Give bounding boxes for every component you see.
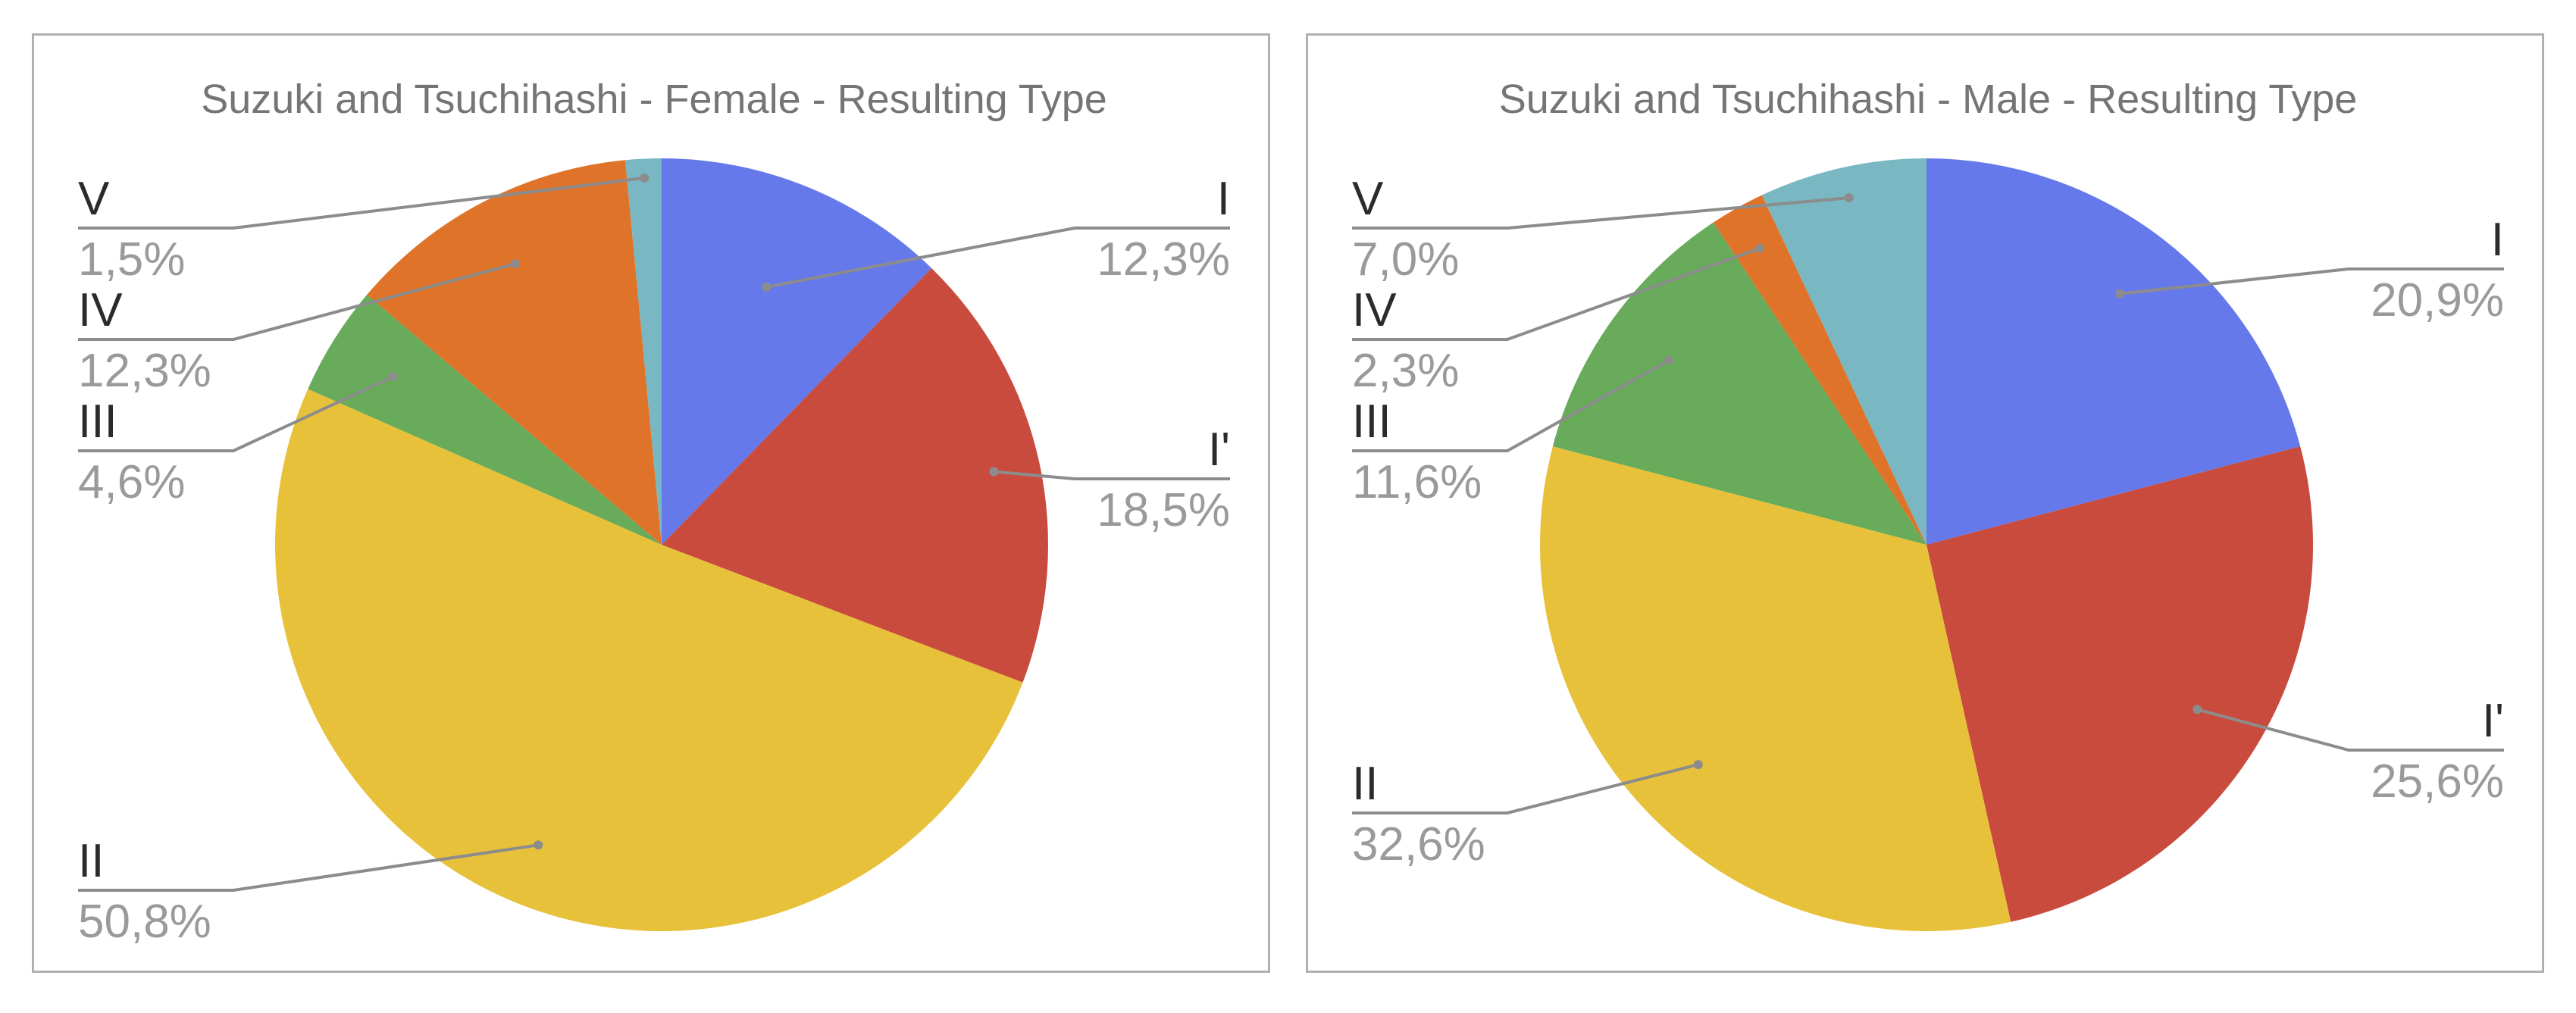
value-label-iv: 2,3% — [1352, 345, 1459, 397]
chart-title: Suzuki and Tsuchihashi - Male - Resultin… — [1499, 77, 2358, 122]
leader-dot-v — [1844, 193, 1854, 203]
label-i-prime: I' — [2482, 695, 2504, 747]
value-label-i: 20,9% — [2371, 274, 2504, 327]
leader-line-ii — [1352, 763, 1699, 814]
value-label-i: 12,3% — [1097, 233, 1230, 286]
pie-labels: I 12,3% I' 18,5% II 50,8% III 4,6% IV 12,3% V 1,5% — [78, 173, 1230, 948]
leader-dot-i-prime — [989, 467, 999, 477]
label-v: V — [1352, 173, 1384, 225]
slice-iii — [308, 295, 662, 545]
leader-line-iii — [1352, 358, 1670, 452]
slice-i-prime — [662, 267, 1049, 683]
value-label-v: 1,5% — [78, 233, 185, 286]
slice-v — [625, 158, 662, 545]
leader-line-i — [766, 227, 1230, 289]
value-label-iii: 4,6% — [78, 456, 185, 508]
slice-i-prime — [1927, 446, 2313, 922]
leader-dot-ii — [534, 840, 543, 850]
label-v: V — [78, 173, 110, 225]
label-ii: II — [1352, 758, 1378, 810]
value-label-iv: 12,3% — [78, 345, 211, 397]
chart-title: Suzuki and Tsuchihashi - Female - Result… — [201, 77, 1107, 122]
leader-dot-iv — [510, 259, 520, 269]
value-label-ii: 32,6% — [1352, 818, 1485, 871]
leader-dot-iii — [388, 372, 398, 382]
label-iii: III — [1352, 396, 1391, 448]
pie-slices — [1540, 158, 2313, 931]
slice-ii — [1540, 446, 2011, 931]
slice-iv — [367, 160, 662, 545]
label-iii: III — [78, 396, 117, 448]
leader-line-iv — [78, 262, 516, 341]
leader-line-v — [1352, 196, 1849, 230]
value-label-iii: 11,6% — [1352, 456, 1482, 508]
value-label-ii: 50,8% — [78, 896, 211, 948]
leader-dot-v — [640, 174, 649, 183]
pie-labels: I 20,9% I' 25,6% II 32,6% III 11,6% IV 2,3% V 7,0% — [1352, 173, 2504, 871]
value-label-i-prime: 18,5% — [1097, 484, 1230, 536]
label-i-prime: I' — [1208, 424, 1230, 476]
female-pie-chart-panel: Suzuki and Tsuchihashi - Female - Result… — [32, 33, 1270, 973]
leader-dot-iii — [1664, 355, 1674, 365]
label-iv: IV — [1352, 284, 1397, 336]
label-iv: IV — [78, 284, 123, 336]
male-pie-chart-panel: Suzuki and Tsuchihashi - Male - Resultin… — [1306, 33, 2544, 973]
value-label-v: 7,0% — [1352, 233, 1459, 286]
leader-dot-i-prime — [2193, 705, 2202, 714]
slice-iii — [1552, 222, 1927, 545]
leader-line-iv — [1352, 246, 1761, 341]
female-pie-chart: Suzuki and Tsuchihashi - Female - Result… — [78, 77, 1230, 948]
slice-v — [1761, 158, 1927, 545]
leader-line-i-prime — [2196, 708, 2504, 752]
leader-dot-iv — [1755, 243, 1765, 253]
pie-slices — [275, 158, 1049, 931]
slice-ii — [275, 389, 1023, 931]
leader-dot-i — [762, 282, 772, 292]
slice-iv — [1713, 195, 1927, 545]
leader-line-i — [2120, 267, 2504, 295]
leader-line-i-prime — [994, 470, 1230, 480]
slice-i — [1927, 158, 2301, 545]
leader-line-iii — [78, 375, 394, 452]
leader-dot-ii — [1693, 760, 1703, 770]
value-label-i-prime: 25,6% — [2371, 755, 2504, 808]
label-i: I — [1217, 173, 1230, 225]
label-ii: II — [78, 835, 104, 887]
label-i: I — [2491, 214, 2504, 266]
leader-line-ii — [78, 843, 539, 892]
slice-i — [662, 158, 932, 545]
leader-line-v — [78, 177, 645, 230]
leader-dot-i — [2115, 289, 2125, 299]
male-pie-chart: Suzuki and Tsuchihashi - Male - Resultin… — [1352, 77, 2504, 931]
